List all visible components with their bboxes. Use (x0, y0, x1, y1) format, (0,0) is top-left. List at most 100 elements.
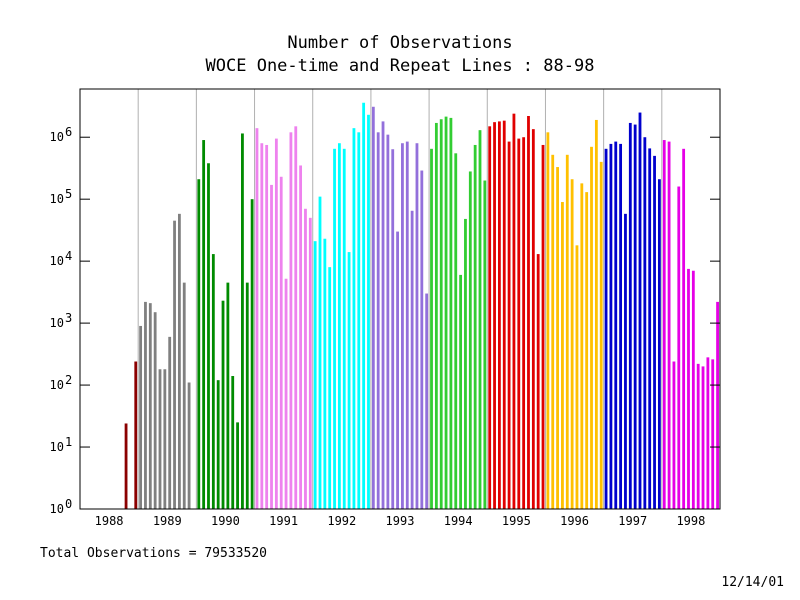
y-tick-exponent: 0 (65, 497, 72, 511)
bar-1990-m9 (236, 422, 239, 509)
bar-1991-m12 (308, 217, 312, 509)
bar-1991-m7 (284, 278, 288, 509)
bar-1993-m2 (376, 132, 380, 509)
bar-1989-m5 (158, 369, 162, 509)
bar-1992-m7 (342, 148, 346, 509)
bar-1997-m1 (604, 148, 608, 509)
bar-1994-m10 (473, 144, 477, 509)
bar-1992-m6 (337, 143, 341, 509)
bar-1990-m4 (211, 254, 215, 509)
year-gridlines (137, 89, 663, 509)
bar-1990-m5 (216, 380, 220, 509)
bar-1994-m7 (459, 274, 463, 509)
bar-1995-m5 (507, 141, 511, 509)
bar-1998-m9 (701, 366, 705, 509)
bar-1990-m11 (245, 282, 249, 509)
bar-1993-m9 (410, 210, 414, 509)
y-tick-label: 10 (50, 378, 64, 392)
bar-1998-m6 (687, 268, 690, 509)
bar-1997-m2 (609, 143, 613, 509)
bar-1993-m7 (401, 143, 404, 509)
bar-1997-m10 (648, 148, 652, 509)
bar-1995-m3 (497, 121, 501, 510)
bar-1996-m4 (561, 202, 564, 509)
bar-1997-m11 (653, 155, 656, 509)
x-tick-label-1998: 1998 (676, 514, 705, 528)
bar-1988-m12 (134, 361, 138, 509)
bar-1989-m8 (173, 220, 176, 510)
bar-1998-m10 (706, 357, 710, 509)
bar-1995-m10 (531, 129, 535, 509)
bar-1997-m6 (628, 122, 632, 509)
bar-1998-m3 (672, 361, 676, 509)
bar-1996-m12 (599, 161, 603, 509)
bar-1998-m4 (677, 186, 681, 509)
bar-1998-m12 (716, 301, 719, 509)
x-tick-label-1990: 1990 (211, 514, 240, 528)
bar-1992-m10 (357, 132, 361, 509)
bar-1989-m4 (153, 312, 157, 509)
bar-1991-m8 (289, 132, 293, 509)
bar-1994-m4 (444, 116, 448, 510)
bar-1998-m5 (682, 148, 686, 509)
y-tick-label: 10 (50, 316, 64, 330)
x-tick-label-1992: 1992 (327, 514, 356, 528)
bar-1993-m8 (405, 141, 409, 509)
bar-1991-m3 (265, 144, 269, 509)
bar-1992-m2 (318, 196, 322, 509)
bar-1995-m4 (502, 120, 506, 509)
bar-1996-m1 (546, 132, 550, 509)
y-tick-label: 10 (50, 502, 64, 516)
y-tick-exponent: 2 (65, 373, 72, 387)
bar-1992-m5 (333, 148, 336, 509)
bar-1991-m11 (304, 208, 307, 509)
bar-1997-m12 (657, 179, 661, 509)
bar-1993-m6 (396, 231, 399, 509)
y-tick-label: 10 (50, 130, 64, 144)
bar-1993-m4 (386, 134, 390, 509)
bar-1997-m3 (614, 141, 618, 509)
y-tick-label: 10 (50, 192, 64, 206)
bar-1998-m8 (696, 363, 700, 509)
bar-1994-m12 (483, 180, 487, 509)
x-tick-label-1994: 1994 (444, 514, 473, 528)
bar-1991-m4 (270, 184, 273, 509)
bar-1995-m12 (541, 144, 545, 509)
bar-1996-m5 (565, 154, 569, 509)
bar-1989-m10 (182, 282, 186, 509)
bar-1991-m5 (274, 138, 278, 509)
bar-1996-m11 (594, 119, 598, 509)
bar-1991-m10 (299, 165, 303, 509)
bar-1989-m3 (148, 303, 152, 509)
bar-1993-m3 (381, 121, 385, 510)
bar-1995-m11 (536, 254, 540, 509)
plot-frame (79, 88, 721, 510)
bar-1989-m6 (163, 369, 167, 509)
bar-1998-m11 (711, 359, 715, 509)
bar-1995-m6 (512, 113, 516, 509)
x-tick-label-1991: 1991 (269, 514, 298, 528)
bar-1992-m8 (347, 252, 351, 509)
bar-1994-m9 (468, 171, 472, 509)
x-tick-label-1996: 1996 (560, 514, 589, 528)
bar-1991-m6 (279, 176, 283, 509)
bar-1996-m9 (585, 192, 589, 509)
bar-1996-m7 (575, 245, 579, 509)
y-tick-exponent: 1 (65, 435, 72, 449)
axis-ticks: 1988 1989 1990 1991 1992 1993 1994 1995 1996 1997… (50, 125, 720, 528)
bar-1995-m1 (488, 126, 492, 509)
bar-1989-m9 (177, 213, 181, 509)
bar-1991-m1 (255, 128, 259, 509)
x-tick-label-1997: 1997 (618, 514, 647, 528)
bar-1990-m10 (241, 133, 244, 509)
bar-1991-m9 (294, 126, 298, 509)
x-tick-label-1989: 1989 (153, 514, 182, 528)
bar-1993-m1 (371, 106, 375, 510)
bar-1990-m3 (207, 163, 210, 509)
bar-1996-m10 (590, 146, 593, 509)
bar-1989-m1 (139, 325, 143, 509)
bar-1992-m9 (352, 128, 356, 509)
bar-series (124, 102, 719, 510)
bar-1993-m5 (391, 149, 395, 510)
chart-title-line1: Number of Observations (287, 33, 512, 53)
